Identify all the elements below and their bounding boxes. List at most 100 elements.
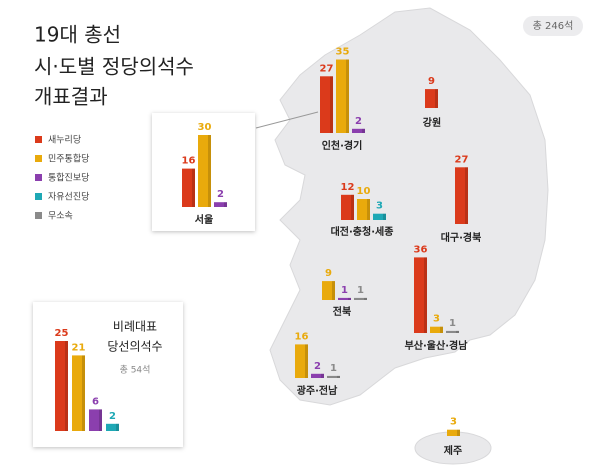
bar <box>106 423 119 431</box>
bar-shade <box>348 297 351 300</box>
value-label: 27 <box>455 154 469 165</box>
bar <box>354 297 367 300</box>
legend-label: 자유선진당 <box>48 192 89 203</box>
value-label: 6 <box>92 396 99 407</box>
proportional-title: 비례대표 <box>113 320 157 334</box>
region-label: 서울 <box>195 213 213 226</box>
value-label: 3 <box>376 201 383 212</box>
value-label: 9 <box>428 76 435 87</box>
bar-shade <box>224 202 227 207</box>
value-label: 35 <box>336 47 350 58</box>
value-label: 1 <box>357 285 364 296</box>
region-label: 부산·울산·경남 <box>405 339 469 352</box>
bar <box>295 344 308 378</box>
bar-shade <box>362 128 365 133</box>
bar <box>322 281 335 300</box>
legend-swatch <box>35 212 42 219</box>
bar <box>446 330 459 333</box>
value-label: 2 <box>355 116 362 127</box>
value-label: 3 <box>450 417 457 428</box>
region-label: 대전·충청·세종 <box>331 225 394 238</box>
value-label: 25 <box>55 328 69 339</box>
total-badge <box>523 16 583 36</box>
total: 총 246석 <box>533 20 574 32</box>
legend-label: 민주통합당 <box>48 154 89 165</box>
bar <box>214 202 227 207</box>
bar-shade <box>424 257 427 333</box>
bar <box>198 135 211 207</box>
bar-shade <box>192 168 195 207</box>
bar <box>357 199 370 220</box>
region-label: 전북 <box>333 305 351 318</box>
region-label: 광주·전남 <box>297 384 338 397</box>
value-label: 10 <box>357 186 371 197</box>
bar-shade <box>305 344 308 378</box>
bar <box>89 409 102 431</box>
bar <box>341 194 354 220</box>
bar-shade <box>440 326 443 333</box>
bar-shade <box>65 341 68 431</box>
value-label: 27 <box>320 63 334 74</box>
bar-shade <box>99 409 102 431</box>
bar-shade <box>383 213 386 220</box>
bar <box>311 373 324 378</box>
value-label: 16 <box>182 156 196 167</box>
bar-shade <box>332 281 335 300</box>
value-label: 2 <box>314 361 321 372</box>
bar-shade <box>321 373 324 378</box>
value-label: 12 <box>341 182 355 193</box>
legend-swatch <box>35 155 42 162</box>
bar <box>414 257 427 333</box>
bar <box>336 59 349 133</box>
value-label: 2 <box>217 189 224 200</box>
bar <box>455 167 468 224</box>
value-label: 9 <box>325 268 332 279</box>
bar <box>72 355 85 431</box>
bar-shade <box>364 297 367 300</box>
legend-label: 통합진보당 <box>48 173 89 184</box>
bar-shade <box>116 423 119 431</box>
legend-swatch <box>35 136 42 143</box>
bar <box>425 89 438 108</box>
value-label: 3 <box>433 314 440 325</box>
connector <box>255 111 319 129</box>
legend-swatch <box>35 174 42 181</box>
bar-shade <box>337 375 340 378</box>
region-label: 대구·경북 <box>441 231 482 244</box>
bar <box>182 168 195 207</box>
bar-shade <box>367 199 370 220</box>
bar <box>373 213 386 220</box>
title-line: 19대 총선 <box>34 23 121 47</box>
bar-shade <box>351 194 354 220</box>
value-label: 1 <box>330 363 337 374</box>
bar-shade <box>330 76 333 133</box>
value-label: 1 <box>449 318 456 329</box>
bar-shade <box>457 429 460 436</box>
legend-label: 새누리당 <box>48 135 81 146</box>
value-label: 1 <box>341 285 348 296</box>
bar <box>447 429 460 436</box>
bar <box>430 326 443 333</box>
bar <box>327 375 340 378</box>
bar <box>55 341 68 431</box>
value-label: 30 <box>198 122 212 133</box>
bar-shade <box>465 167 468 224</box>
bar <box>320 76 333 133</box>
bar-shade <box>208 135 211 207</box>
proportional-total: 총 54석 <box>120 365 151 376</box>
region-label: 인천·경기 <box>322 139 363 152</box>
bar-shade <box>82 355 85 431</box>
bar-shade <box>435 89 438 108</box>
value-label: 16 <box>295 331 309 342</box>
bar-shade <box>456 330 459 333</box>
region-label: 제주 <box>444 444 462 457</box>
proportional-title: 당선의석수 <box>107 340 162 354</box>
title-line: 시·도별 정당의석수 <box>34 55 194 79</box>
value-label: 21 <box>72 342 86 353</box>
value-label: 36 <box>414 244 428 255</box>
bar <box>338 297 351 300</box>
bar <box>352 128 365 133</box>
legend-swatch <box>35 193 42 200</box>
value-label: 2 <box>109 411 116 422</box>
